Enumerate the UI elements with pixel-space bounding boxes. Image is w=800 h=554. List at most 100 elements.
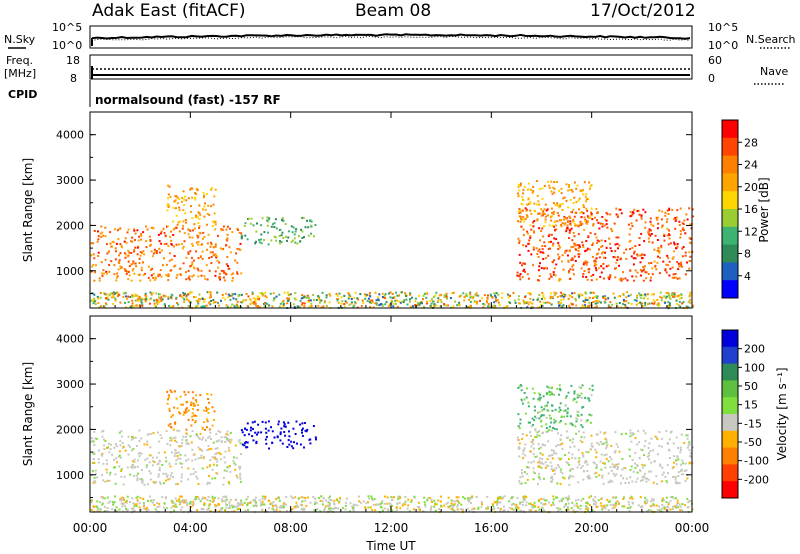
data-cell [120,470,123,472]
data-cell [541,304,544,307]
data-cell [201,243,203,246]
data-cell [677,506,680,509]
data-cell [404,500,407,503]
data-cell [429,304,432,307]
data-cell [613,464,616,467]
data-cell [199,298,202,301]
data-cell [239,472,242,475]
data-cell [520,225,523,228]
data-cell [132,260,135,263]
data-cell [665,263,668,266]
power-colorbar-segment [722,209,738,228]
data-cell [190,404,192,407]
data-cell [639,261,642,264]
data-cell [174,390,176,393]
data-cell [527,277,530,280]
nsky-tick-bottom-right: 10^0 [708,39,738,52]
data-cell [127,435,130,438]
data-cell [271,430,274,433]
data-cell [497,507,500,509]
data-cell [568,477,571,480]
data-cell [519,384,522,387]
data-cell [178,243,180,246]
data-cell [264,498,266,501]
data-cell [644,440,647,442]
data-cell [679,233,682,236]
data-cell [191,244,194,247]
data-cell [518,480,521,483]
data-cell [265,296,268,299]
data-cell [605,457,608,460]
data-cell [177,303,180,306]
data-cell [374,291,377,294]
data-cell [587,216,590,219]
data-cell [167,296,170,299]
data-cell [463,296,466,299]
velocity-colorbar-tick-label: -50 [744,436,762,449]
data-cell [614,256,617,259]
data-cell [603,256,606,259]
data-cell [214,220,217,223]
data-cell [656,453,659,456]
data-cell [263,239,265,241]
data-cell [438,508,441,511]
data-cell [183,411,186,414]
data-cell [376,298,379,301]
data-cell [209,291,212,294]
data-cell [109,471,112,474]
data-cell [446,297,448,300]
data-cell [672,256,675,259]
data-cell [245,446,248,449]
data-cell [364,293,367,296]
data-cell [677,304,680,307]
data-cell [367,506,370,509]
data-cell [193,223,196,226]
data-cell [199,214,202,216]
data-cell [430,507,432,510]
data-cell [127,295,130,298]
data-cell [557,241,560,244]
data-cell [140,234,143,237]
data-cell [215,433,218,436]
data-cell [131,464,134,467]
data-cell [94,481,97,484]
data-cell [209,245,212,248]
data-cell [604,447,607,450]
data-cell [551,501,554,504]
data-cell [209,499,212,502]
data-cell [581,465,584,468]
data-cell [172,437,175,440]
data-cell [145,240,148,242]
data-cell [558,206,561,209]
data-cell [649,450,652,452]
data-cell [569,216,572,219]
data-cell [667,213,670,215]
data-cell [246,503,249,506]
data-cell [283,425,286,428]
data-cell [224,510,227,513]
data-cell [588,474,591,477]
data-cell [219,453,222,456]
data-cell [553,452,556,454]
data-cell [640,214,643,217]
data-cell [594,503,597,506]
data-cell [380,506,383,509]
data-cell [174,497,177,500]
data-cell [167,398,169,401]
data-cell [525,396,528,399]
data-cell [187,252,190,255]
data-cell [235,252,238,255]
data-cell [636,471,639,474]
data-cell [537,465,540,468]
data-cell [249,429,252,432]
data-cell [110,260,113,263]
data-cell [226,430,229,433]
data-cell [166,474,169,477]
data-cell [195,305,198,308]
data-cell [102,272,105,275]
data-cell [416,304,419,307]
data-cell [459,294,462,297]
data-cell [604,466,607,469]
data-cell [93,300,96,303]
data-cell [500,296,503,299]
